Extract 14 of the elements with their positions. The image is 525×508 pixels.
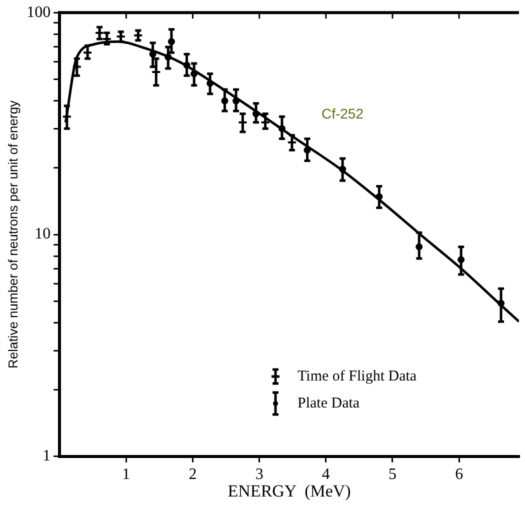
y-tick-label: 100 xyxy=(26,4,51,21)
legend-label: Plate Data xyxy=(298,395,360,412)
x-tick-label: 1 xyxy=(122,466,130,484)
y-tick-label: 10 xyxy=(34,226,51,243)
annotation: Cf-252 xyxy=(321,106,364,122)
x-tick-label: 6 xyxy=(455,466,464,484)
y-axis-title: Relative number of neutrons per unit of energy xyxy=(5,100,20,369)
legend-label: Time of Flight Data xyxy=(298,368,417,384)
y-tick-label: 1 xyxy=(42,448,51,465)
x-axis-title: ENERGY (MeV) xyxy=(228,481,351,500)
x-tick-label: 2 xyxy=(188,466,197,484)
x-tick-label: 5 xyxy=(388,466,396,484)
x-tick-label: 3 xyxy=(255,466,264,484)
x-tick-label: 4 xyxy=(322,466,330,484)
